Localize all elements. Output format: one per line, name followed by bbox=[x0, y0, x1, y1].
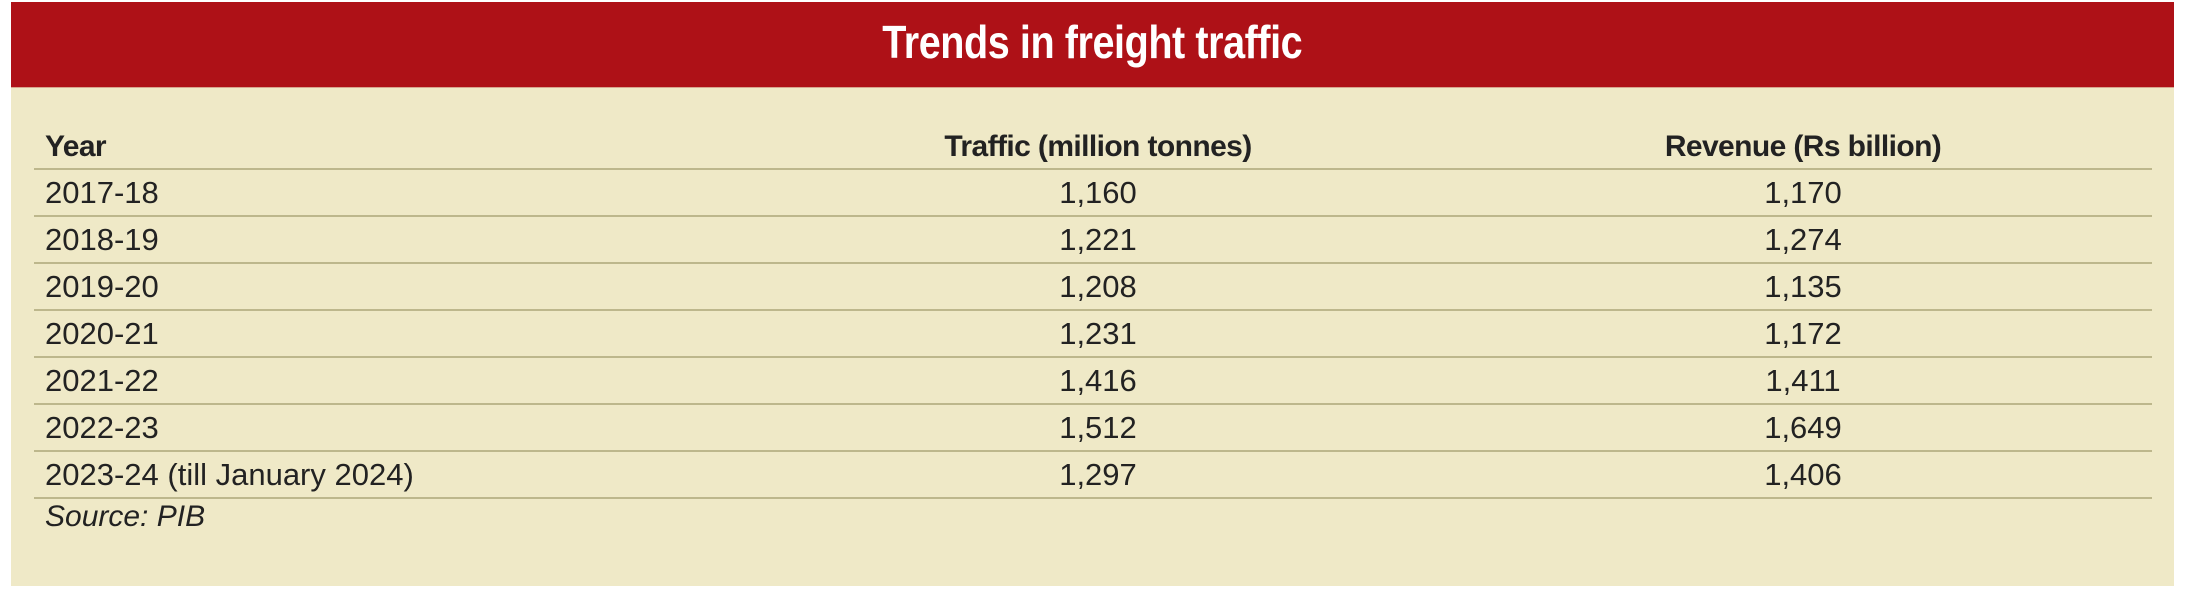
table-row: 2022-23 1,512 1,649 bbox=[34, 405, 2152, 452]
cell-revenue: 1,170 bbox=[1764, 174, 1842, 210]
header-traffic: Traffic (million tonnes) bbox=[944, 130, 1252, 163]
table-row: 2020-21 1,231 1,172 bbox=[34, 311, 2152, 358]
cell-revenue: 1,172 bbox=[1764, 315, 1842, 351]
table-row: 2023-24 (till January 2024) 1,297 1,406 bbox=[34, 452, 2152, 499]
freight-table-panel: Trends in freight traffic Year Traffic (… bbox=[11, 2, 2174, 586]
cell-traffic: 1,160 bbox=[1059, 174, 1137, 210]
title-bar: Trends in freight traffic bbox=[11, 2, 2174, 88]
cell-revenue: 1,135 bbox=[1764, 268, 1842, 304]
cell-year: 2018-19 bbox=[45, 221, 159, 257]
cell-traffic: 1,416 bbox=[1059, 362, 1137, 398]
table-row: 2018-19 1,221 1,274 bbox=[34, 217, 2152, 264]
freight-table: Year Traffic (million tonnes) Revenue (R… bbox=[34, 120, 2152, 499]
table-row: 2019-20 1,208 1,135 bbox=[34, 264, 2152, 311]
cell-traffic: 1,297 bbox=[1059, 456, 1137, 492]
cell-year: 2021-22 bbox=[45, 362, 159, 398]
cell-revenue: 1,406 bbox=[1764, 456, 1842, 492]
cell-year: 2017-18 bbox=[45, 174, 159, 210]
cell-traffic: 1,512 bbox=[1059, 409, 1137, 445]
cell-traffic: 1,231 bbox=[1059, 315, 1137, 351]
header-year: Year bbox=[45, 130, 107, 163]
cell-year: 2020-21 bbox=[45, 315, 159, 351]
cell-revenue: 1,411 bbox=[1765, 362, 1841, 398]
table-body: 2017-18 1,160 1,170 2018-19 1,221 1,274 … bbox=[34, 170, 2152, 499]
cell-traffic: 1,221 bbox=[1059, 221, 1137, 257]
cell-revenue: 1,649 bbox=[1764, 409, 1842, 445]
cell-year: 2023-24 (till January 2024) bbox=[45, 456, 414, 492]
cell-traffic: 1,208 bbox=[1059, 268, 1137, 304]
table-title: Trends in freight traffic bbox=[882, 15, 1303, 68]
source-note: Source: PIB bbox=[45, 500, 206, 533]
header-revenue: Revenue (Rs billion) bbox=[1664, 130, 1942, 163]
cell-year: 2019-20 bbox=[45, 268, 159, 304]
cell-revenue: 1,274 bbox=[1764, 221, 1842, 257]
table-header-row: Year Traffic (million tonnes) Revenue (R… bbox=[34, 120, 2152, 170]
table-row: 2021-22 1,416 1,411 bbox=[34, 358, 2152, 405]
cell-year: 2022-23 bbox=[45, 409, 159, 445]
table-row: 2017-18 1,160 1,170 bbox=[34, 170, 2152, 217]
